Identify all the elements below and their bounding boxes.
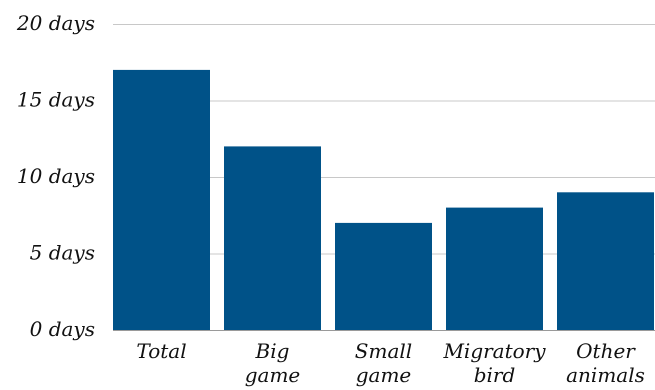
y-tick-label: 15 days [17, 88, 95, 112]
x-category-label: Small game [355, 339, 412, 387]
bar [446, 207, 543, 330]
bar [113, 69, 210, 331]
bar [335, 222, 432, 330]
x-category-label: Big game [245, 339, 301, 387]
x-category-label-line: Total [136, 339, 186, 363]
x-category-label-line: bird [474, 363, 516, 387]
x-category-label-line: animals [566, 363, 645, 387]
x-category-label: Other animals [566, 339, 645, 387]
y-tick-label: 0 days [30, 317, 95, 341]
bar [224, 146, 321, 330]
x-category-label-line: Small [355, 339, 412, 363]
y-tick-label: 20 days [16, 11, 95, 35]
x-category-label-line: Other [576, 339, 636, 363]
y-axis-tick-labels: 0 days 5 days 10 days 15 days 20 days [16, 11, 95, 341]
x-category-label-line: Big [255, 339, 290, 363]
y-tick-label: 5 days [30, 241, 95, 265]
x-category-label-line: game [245, 363, 301, 387]
bar [557, 192, 654, 330]
y-tick-label: 10 days [17, 164, 95, 188]
x-category-label: Total [136, 339, 186, 363]
x-category-label-line: Migratory [442, 339, 546, 363]
x-category-label: Migratory bird [442, 339, 546, 387]
bars [113, 69, 654, 331]
x-category-label-line: game [356, 363, 412, 387]
